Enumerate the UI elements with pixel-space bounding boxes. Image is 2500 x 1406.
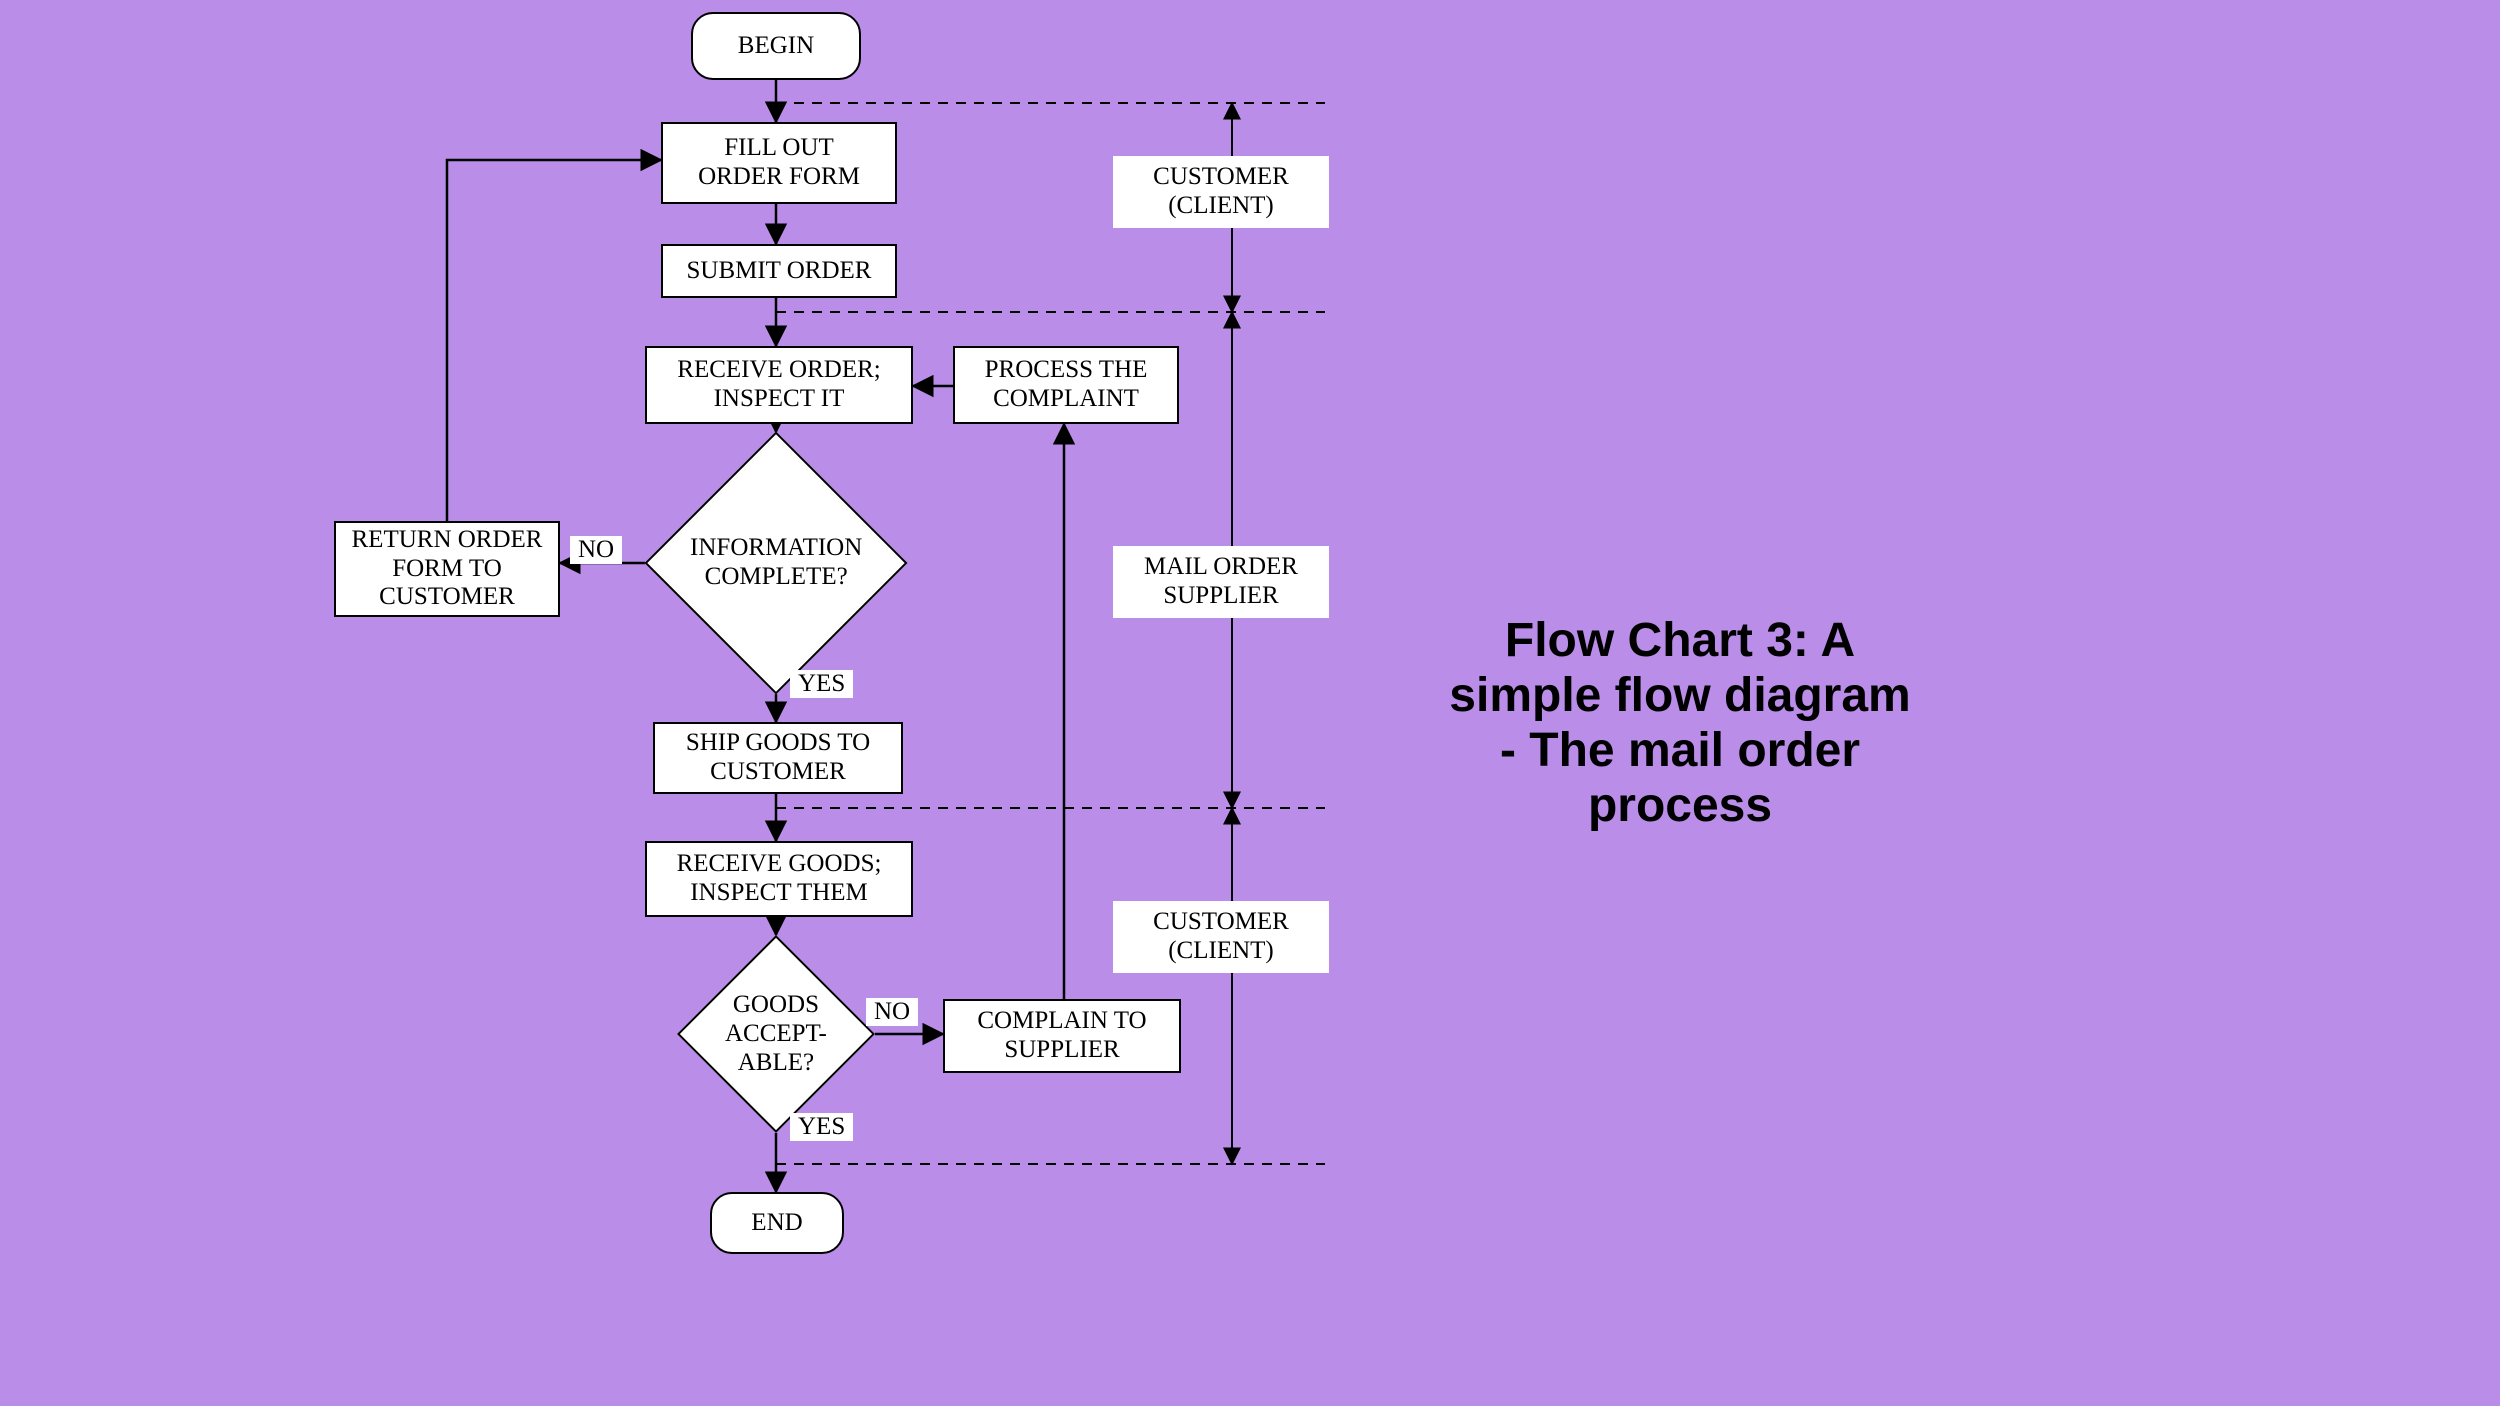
node-fill: FILL OUT ORDER FORM — [661, 122, 897, 204]
node-swim1: CUSTOMER (CLIENT) — [1113, 156, 1329, 228]
branch-label-no1: NO — [570, 536, 622, 564]
node-end: END — [710, 1192, 844, 1254]
node-swim2: MAIL ORDER SUPPLIER — [1113, 546, 1329, 618]
branch-label-no2: NO — [866, 998, 918, 1026]
node-submit: SUBMIT ORDER — [661, 244, 897, 298]
node-label-accept: GOODS ACCEPT- ABLE? — [708, 991, 844, 1077]
branch-label-yes2: YES — [790, 1113, 853, 1141]
node-return: RETURN ORDER FORM TO CUSTOMER — [334, 521, 560, 617]
node-receive: RECEIVE ORDER; INSPECT IT — [645, 346, 913, 424]
node-label-info: INFORMATION COMPLETE? — [685, 534, 867, 592]
branch-label-yes1: YES — [790, 670, 853, 698]
flowchart-stage: BEGIN FILL OUT ORDER FORM SUBMIT ORDER RECE… — [0, 0, 2500, 1406]
node-process: PROCESS THE COMPLAINT — [953, 346, 1179, 424]
edge-return-loop — [447, 160, 661, 521]
node-recvgoods: RECEIVE GOODS; INSPECT THEM — [645, 841, 913, 917]
figure-caption: Flow Chart 3: A simple flow diagram - Th… — [1400, 613, 1960, 833]
node-ship: SHIP GOODS TO CUSTOMER — [653, 722, 903, 794]
node-begin: BEGIN — [691, 12, 861, 80]
node-complain: COMPLAIN TO SUPPLIER — [943, 999, 1181, 1073]
node-swim3: CUSTOMER (CLIENT) — [1113, 901, 1329, 973]
